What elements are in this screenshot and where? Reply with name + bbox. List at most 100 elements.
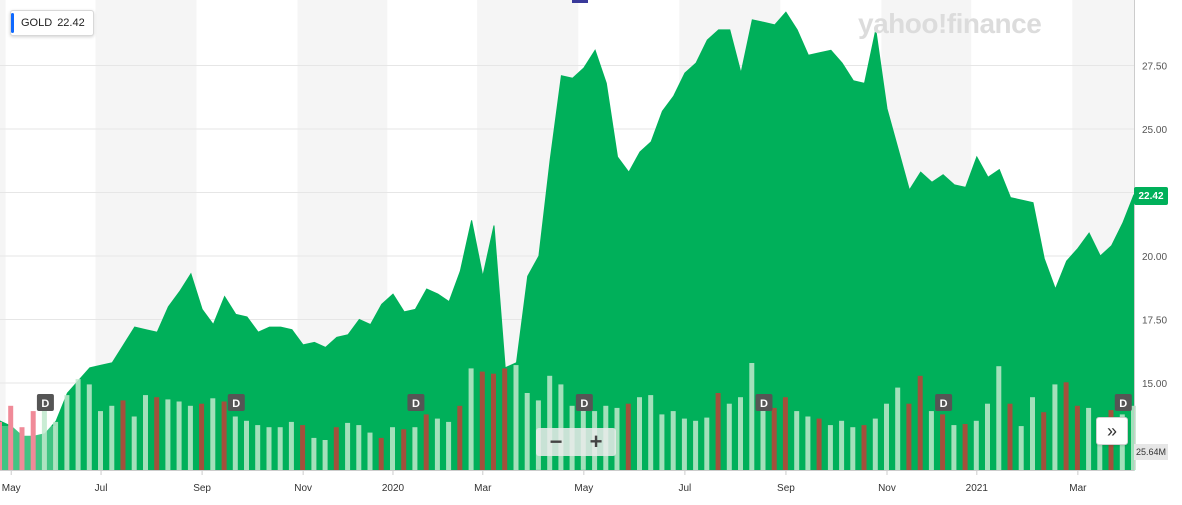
- ticker-box[interactable]: GOLD 22.42: [10, 10, 94, 36]
- volume-bar: [30, 411, 36, 470]
- volume-bar: [659, 414, 665, 470]
- volume-bar: [872, 418, 878, 470]
- volume-bar: [176, 401, 182, 470]
- volume-bar: [558, 384, 564, 470]
- volume-bar: [491, 373, 496, 470]
- dividend-badge: [1114, 394, 1132, 411]
- volume-bar: [816, 418, 822, 470]
- volume-bar: [962, 424, 968, 470]
- volume-bar: [457, 405, 463, 470]
- x-tick-label: 2020: [382, 483, 405, 494]
- volume-bar: [749, 363, 755, 470]
- zoom-control: − +: [536, 428, 616, 456]
- volume-bar: [210, 398, 216, 470]
- volume-bar: [288, 421, 294, 470]
- volume-bar: [715, 393, 721, 470]
- volume-bar: [1131, 405, 1136, 470]
- x-tick-label: 2021: [966, 483, 989, 494]
- volume-bar: [255, 425, 261, 470]
- volume-bar: [895, 387, 901, 470]
- zoom-in-button[interactable]: +: [589, 429, 603, 454]
- volume-bar: [906, 403, 912, 470]
- volume-bar: [1063, 382, 1069, 470]
- volume-bar: [1007, 403, 1013, 470]
- volume-bar: [670, 411, 676, 470]
- x-tick-label: Sep: [193, 483, 211, 494]
- volume-bar: [1052, 384, 1058, 470]
- y-tick-label: 17.50: [1142, 316, 1167, 327]
- volume-bar: [75, 379, 81, 471]
- volume-bar: [1041, 412, 1047, 470]
- dividend-label: D: [41, 398, 49, 410]
- volume-bar: [199, 403, 205, 470]
- volume-bar: [345, 422, 351, 470]
- dividend-label: D: [760, 398, 768, 410]
- volume-bar: [221, 401, 227, 470]
- volume-bar: [917, 375, 923, 470]
- volume-bar: [0, 421, 2, 470]
- volume-bar: [154, 397, 160, 470]
- volume-bar: [839, 420, 845, 470]
- volume-bar: [367, 432, 373, 470]
- volume-bar: [232, 416, 238, 470]
- volume-bar: [940, 414, 946, 470]
- volume-bar: [973, 420, 979, 470]
- volume-bar: [8, 405, 14, 470]
- volume-bar: [693, 420, 699, 470]
- volume-bar: [434, 418, 440, 470]
- volume-bar: [704, 417, 710, 470]
- volume-bar: [165, 399, 171, 470]
- volume-bar: [524, 393, 530, 470]
- volume-tag: 25.64M: [1134, 444, 1168, 460]
- volume-bar: [502, 368, 508, 470]
- y-tick-label: 20.00: [1142, 252, 1167, 263]
- volume-bar: [827, 425, 833, 470]
- volume-bar: [300, 425, 306, 470]
- volume-bar: [884, 403, 889, 470]
- volume-bar: [187, 405, 193, 470]
- scroll-forward-button[interactable]: »: [1096, 417, 1128, 445]
- volume-bar: [805, 416, 811, 470]
- dividend-badge: [36, 394, 54, 411]
- volume-bar: [401, 429, 407, 470]
- volume-bar: [760, 395, 766, 470]
- ticker-price: 22.42: [57, 17, 85, 29]
- dividend-badge: [935, 394, 953, 411]
- volume-bar: [479, 371, 485, 470]
- volume-bar: [951, 425, 957, 470]
- x-tick-label: Sep: [777, 483, 795, 494]
- volume-bar: [547, 375, 553, 470]
- dividend-label: D: [580, 398, 588, 410]
- x-tick-label: Nov: [878, 483, 896, 494]
- volume-bar: [726, 403, 732, 470]
- volume-bar: [625, 403, 631, 470]
- volume-bar: [64, 395, 70, 470]
- volume-bar: [614, 407, 620, 470]
- volume-bar: [333, 427, 339, 470]
- x-tick-label: Mar: [474, 483, 492, 494]
- volume-bar: [19, 427, 25, 470]
- volume-bar: [782, 397, 788, 470]
- volume-bar: [996, 366, 1002, 470]
- dividend-badge: [407, 394, 425, 411]
- dividend-badge: [227, 394, 245, 411]
- top-marker: [572, 0, 588, 3]
- zoom-out-button[interactable]: −: [549, 429, 563, 454]
- dividend-label: D: [1119, 398, 1127, 410]
- volume-bar: [390, 427, 395, 470]
- volume-bar: [53, 421, 59, 470]
- volume-bar: [681, 418, 687, 470]
- volume-bar: [794, 411, 800, 470]
- volume-bar: [1074, 405, 1080, 470]
- volume-bar: [277, 427, 283, 470]
- volume-bar: [41, 405, 47, 470]
- volume-bar: [738, 397, 743, 470]
- volume-bar: [850, 427, 856, 470]
- x-tick-label: May: [2, 483, 21, 494]
- dividend-label: D: [940, 398, 948, 410]
- volume-bar: [513, 365, 519, 470]
- last-price-tag: 22.42: [1134, 187, 1168, 205]
- x-tick-label: Jul: [95, 483, 108, 494]
- volume-bar: [1030, 397, 1035, 470]
